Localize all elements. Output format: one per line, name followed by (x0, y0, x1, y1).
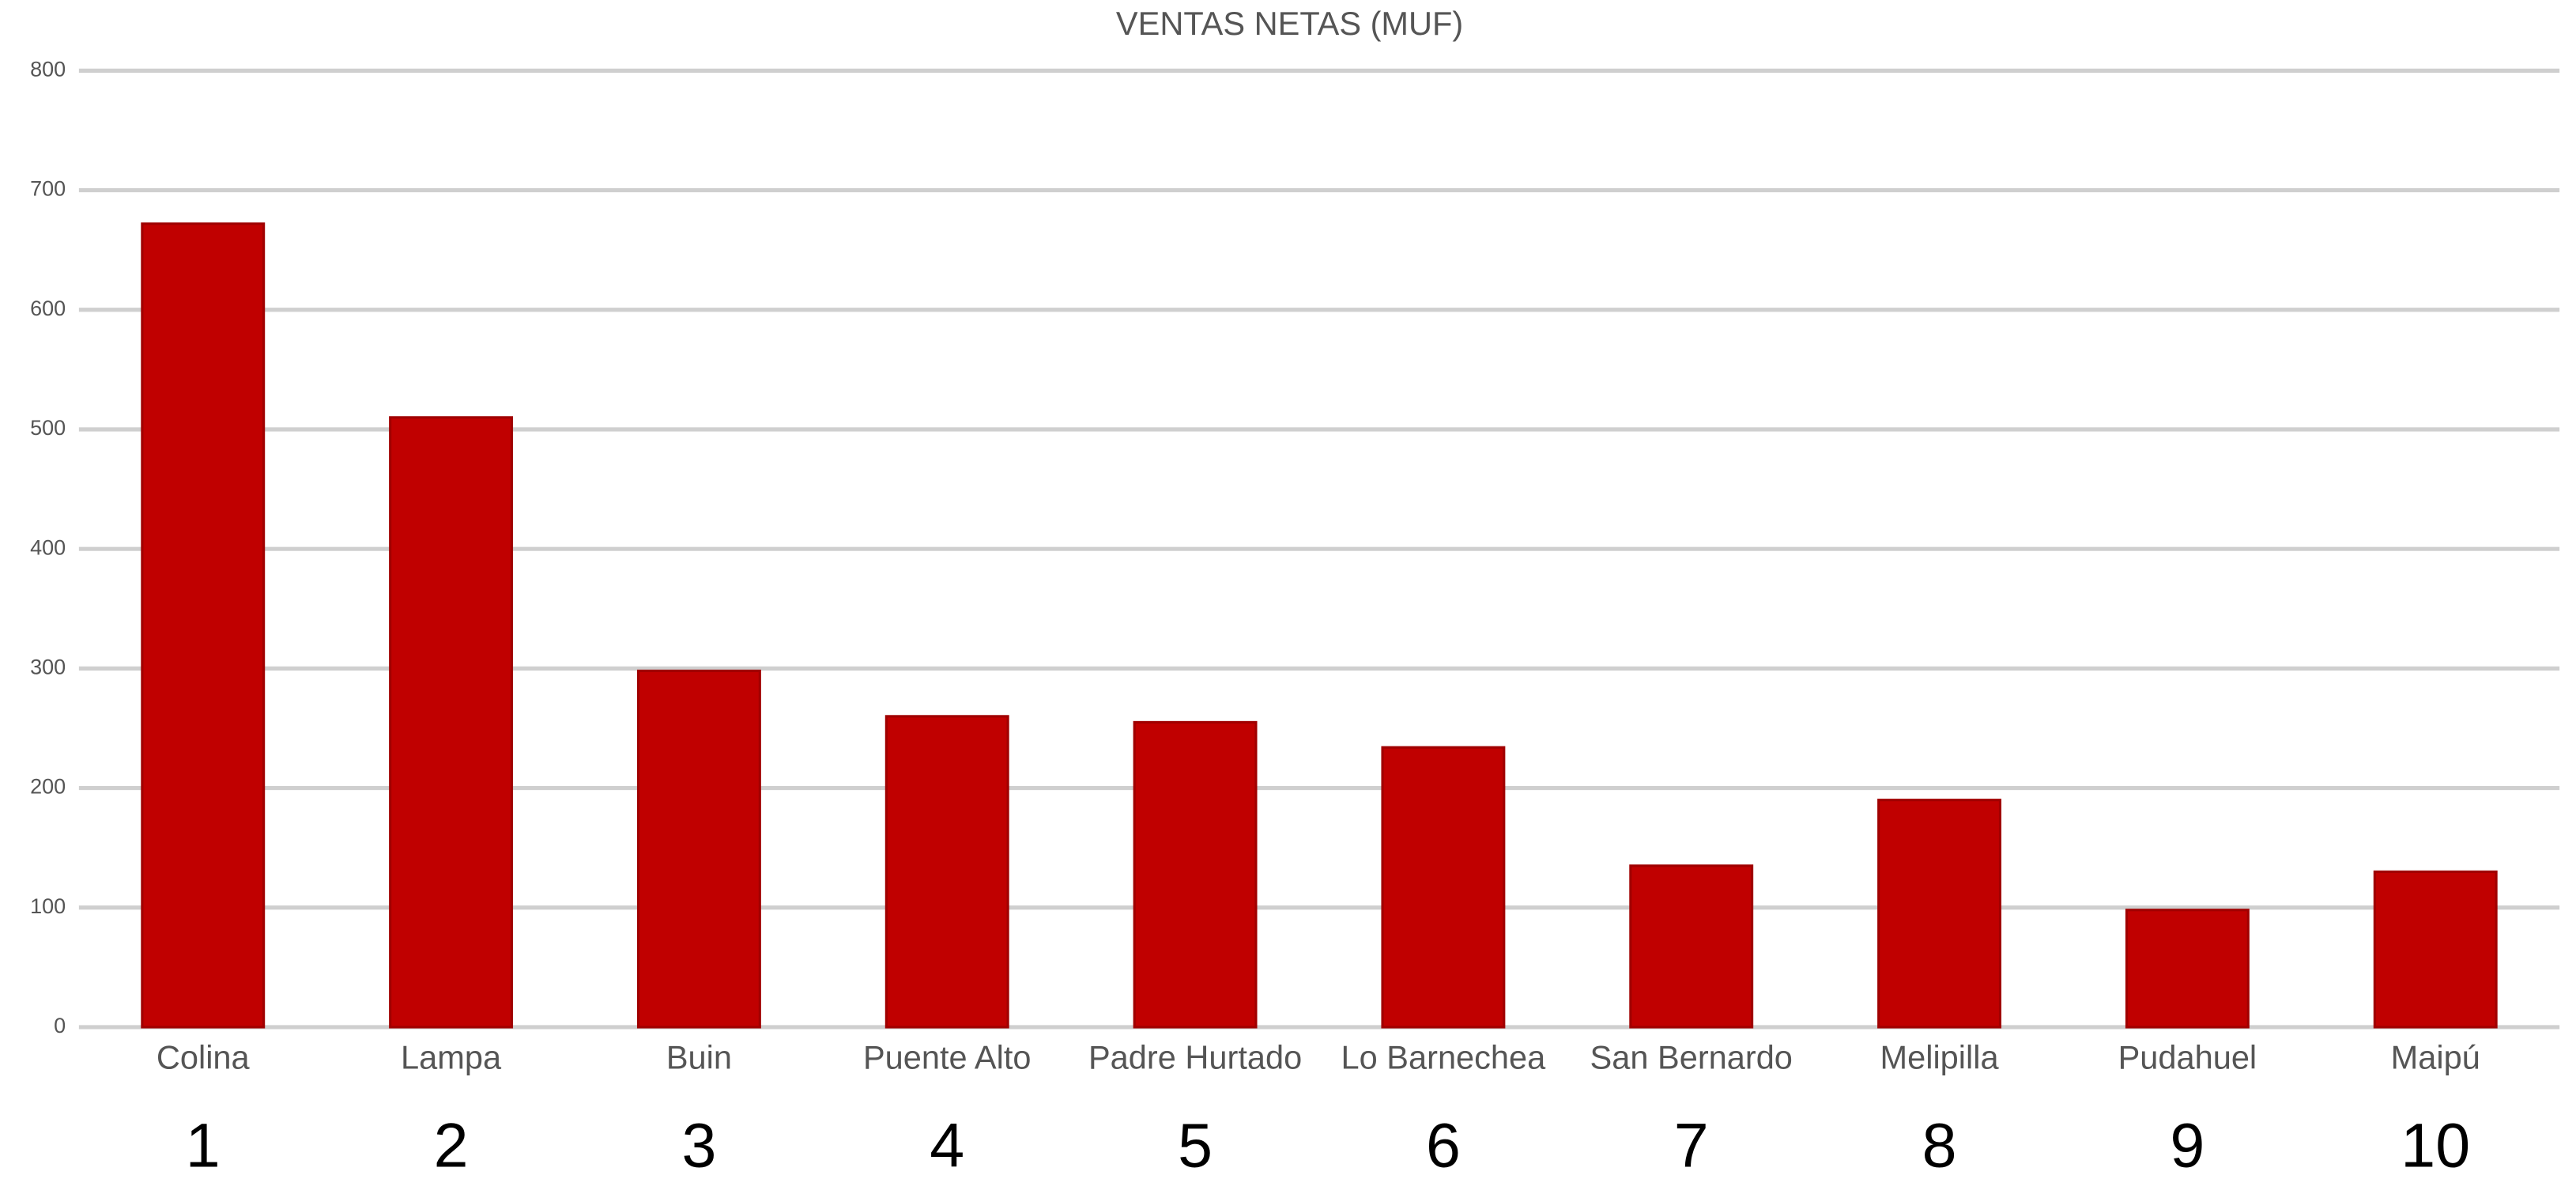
y-tick-label: 200 (30, 775, 66, 799)
y-tick-label: 0 (54, 1014, 66, 1037)
x-tick-label: Colina (157, 1039, 251, 1076)
rank-label: 4 (930, 1111, 964, 1179)
x-tick-label: Lo Barnechea (1341, 1039, 1547, 1076)
bar (2125, 909, 2250, 1029)
y-tick-label: 400 (30, 535, 66, 559)
rank-label: 2 (434, 1111, 469, 1179)
bar (1877, 799, 2002, 1029)
rank-label: 7 (1674, 1111, 1709, 1179)
bar (1629, 864, 1754, 1029)
y-tick-label: 600 (30, 297, 66, 320)
bar (2373, 870, 2498, 1029)
bar (636, 669, 761, 1029)
rank-label: 9 (2170, 1111, 2204, 1179)
x-tick-label: Padre Hurtado (1088, 1039, 1302, 1076)
y-tick-label: 100 (30, 894, 66, 918)
rank-label: 8 (1922, 1111, 1957, 1179)
x-tick-label: Puente Alto (863, 1039, 1032, 1076)
y-tick-label: 500 (30, 416, 66, 440)
bar (389, 416, 514, 1029)
bar (884, 715, 1009, 1029)
rank-label: 5 (1178, 1111, 1213, 1179)
bar (141, 222, 266, 1029)
chart-title: VENTAS NETAS (MUF) (1116, 5, 1463, 42)
y-tick-label: 800 (30, 58, 66, 81)
x-tick-label: Buin (666, 1039, 732, 1076)
x-tick-label: San Bernardo (1590, 1039, 1793, 1076)
x-tick-label: Lampa (401, 1039, 502, 1076)
rank-label: 10 (2401, 1111, 2470, 1179)
rank-label: 6 (1426, 1111, 1461, 1179)
bar (1133, 720, 1258, 1029)
x-tick-label: Maipú (2391, 1039, 2480, 1076)
bar (1381, 746, 1506, 1029)
rank-label: 3 (681, 1111, 716, 1179)
rank-label: 1 (186, 1111, 221, 1179)
y-tick-label: 300 (30, 656, 66, 679)
x-tick-label: Pudahuel (2118, 1039, 2257, 1076)
y-tick-label: 700 (30, 177, 66, 201)
x-tick-label: Melipilla (1880, 1039, 2000, 1076)
